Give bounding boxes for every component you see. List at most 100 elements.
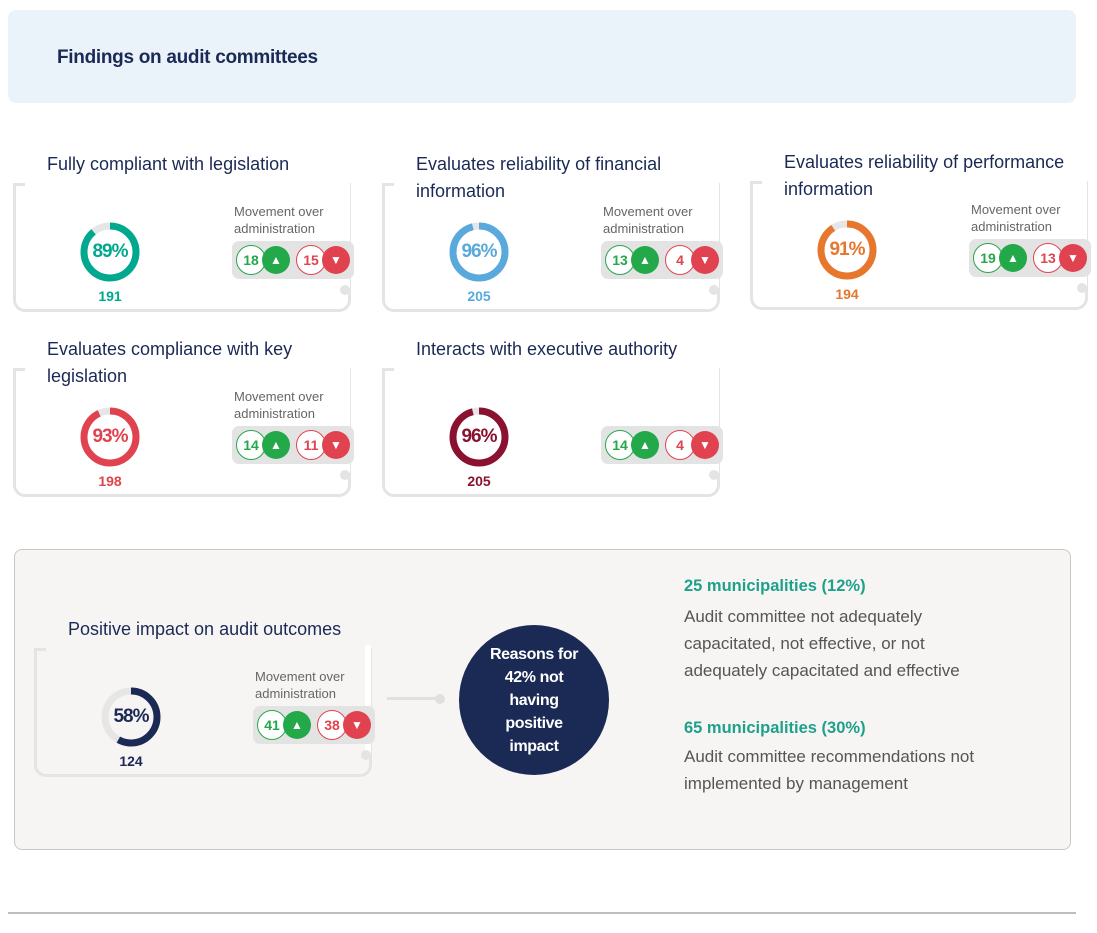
decrease-pill: 4 ▼ — [665, 245, 721, 275]
movement-label: Movement over administration — [971, 202, 1061, 234]
decrease-pill: 38 ▼ — [317, 710, 373, 740]
card-title: Interacts with executive authority — [416, 339, 678, 359]
bracket-tick — [34, 648, 46, 651]
increase-count: 19 — [973, 243, 1003, 273]
reasons-circle: Reasons for 42% not having positive impa… — [459, 625, 609, 775]
arrow-down-icon: ▼ — [322, 246, 350, 274]
count-label: 205 — [467, 473, 491, 489]
arrow-up-icon: ▲ — [631, 246, 659, 274]
donut-chart — [449, 407, 509, 467]
bracket-gap — [365, 645, 371, 753]
movement-label: Movement over administration — [255, 669, 345, 701]
card-title: Fully compliant with legislation — [47, 154, 290, 174]
increase-pill: 41 ▲ — [257, 710, 313, 740]
bracket-gap — [713, 365, 719, 473]
header-banner: Findings on audit committees — [8, 10, 1076, 103]
increase-count: 14 — [236, 430, 266, 460]
finding-card: Evaluates reliability of financial infor… — [382, 143, 742, 323]
arrow-down-icon: ▼ — [691, 431, 719, 459]
movement-label: Movement over administration — [603, 204, 693, 236]
card-title: Evaluates reliability of performance inf… — [784, 152, 1065, 199]
footer-divider — [8, 912, 1076, 914]
donut-arc — [449, 407, 509, 467]
reason-2-heading: 65 municipalities (30%) — [684, 719, 866, 737]
decrease-count: 4 — [665, 245, 695, 275]
bracket-tick — [13, 183, 25, 186]
movement-pills: 14 ▲ 11 ▼ — [232, 426, 354, 464]
count-label: 205 — [467, 288, 491, 304]
arrow-down-icon: ▼ — [1059, 244, 1087, 272]
decrease-count: 13 — [1033, 243, 1063, 273]
finding-card: Interacts with executive authority 96% 205… — [382, 328, 742, 508]
bracket-tick — [382, 183, 394, 186]
increase-pill: 19 ▲ — [973, 243, 1029, 273]
bracket-gap — [344, 365, 350, 473]
bracket-tick — [750, 181, 762, 184]
donut-arc — [101, 687, 161, 747]
reason-1-text: Audit committee not adequately capacitat… — [684, 607, 960, 680]
decrease-pill: 13 ▼ — [1033, 243, 1089, 273]
movement-pills: 18 ▲ 15 ▼ — [232, 241, 354, 279]
arrow-up-icon: ▲ — [999, 244, 1027, 272]
count-label: 198 — [98, 473, 122, 489]
percent-label: 96% — [461, 241, 497, 262]
donut-arc — [80, 407, 140, 467]
arrow-up-icon: ▲ — [631, 431, 659, 459]
donut-arc — [80, 222, 140, 282]
arrow-up-icon: ▲ — [262, 431, 290, 459]
percent-label: 89% — [92, 241, 128, 262]
bracket-gap — [713, 180, 719, 288]
bracket-tick — [382, 368, 394, 371]
movement-pills: 41 ▲ 38 ▼ — [253, 706, 375, 744]
count-label: 191 — [98, 288, 122, 304]
donut-chart — [817, 220, 877, 280]
arrow-down-icon: ▼ — [343, 711, 371, 739]
arrow-up-icon: ▲ — [262, 246, 290, 274]
connector-dot — [435, 694, 445, 704]
increase-pill: 18 ▲ — [236, 245, 292, 275]
decrease-pill: 11 ▼ — [296, 430, 352, 460]
arrow-up-icon: ▲ — [283, 711, 311, 739]
donut-chart — [449, 222, 509, 282]
finding-card: Evaluates reliability of performance inf… — [750, 141, 1097, 321]
donut-arc — [817, 220, 877, 280]
bracket-dot — [340, 285, 350, 295]
donut-chart — [80, 222, 140, 282]
bracket-dot — [1077, 283, 1087, 293]
count-label: 124 — [119, 753, 143, 769]
percent-label: 58% — [113, 706, 149, 727]
percent-label: 91% — [829, 239, 865, 260]
count-label: 194 — [835, 286, 859, 302]
donut-chart — [80, 407, 140, 467]
page-title: Findings on audit committees — [57, 47, 318, 68]
arrow-down-icon: ▼ — [322, 431, 350, 459]
decrease-count: 11 — [296, 430, 326, 460]
donut-arc — [449, 222, 509, 282]
reason-1-heading: 25 municipalities (12%) — [684, 577, 866, 595]
decrease-pill: 4 ▼ — [665, 430, 721, 460]
bracket-dot — [709, 285, 719, 295]
decrease-pill: 15 ▼ — [296, 245, 352, 275]
increase-count: 13 — [605, 245, 635, 275]
increase-pill: 14 ▲ — [236, 430, 292, 460]
bracket-dot — [340, 470, 350, 480]
card-title: Positive impact on audit outcomes — [68, 619, 342, 639]
increase-pill: 13 ▲ — [605, 245, 661, 275]
decrease-count: 4 — [665, 430, 695, 460]
percent-label: 96% — [461, 426, 497, 447]
bracket-dot — [361, 750, 371, 760]
movement-label: Movement over administration — [234, 204, 324, 236]
percent-label: 93% — [92, 426, 128, 447]
bracket-gap — [1081, 178, 1087, 286]
reason-2-text: Audit committee recommendations not impl… — [684, 747, 975, 793]
connector-line — [387, 697, 439, 700]
movement-pills: 13 ▲ 4 ▼ — [601, 241, 723, 279]
finding-card: Fully compliant with legislation 89% 191 Mo… — [13, 143, 373, 323]
finding-card: Evaluates compliance with key legislatio… — [13, 328, 373, 508]
bracket-gap — [344, 180, 350, 288]
arrow-down-icon: ▼ — [691, 246, 719, 274]
bracket-tick — [13, 368, 25, 371]
card-title: Evaluates reliability of financial infor… — [416, 154, 662, 201]
increase-count: 18 — [236, 245, 266, 275]
card-title: Evaluates compliance with key legislatio… — [47, 339, 293, 386]
